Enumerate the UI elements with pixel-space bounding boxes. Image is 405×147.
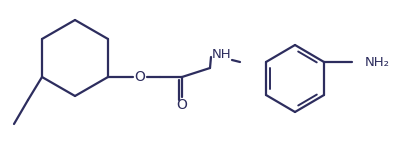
Text: O: O [134, 70, 145, 84]
Text: O: O [176, 98, 187, 112]
Text: NH₂: NH₂ [364, 56, 389, 69]
Text: NH: NH [212, 49, 231, 61]
